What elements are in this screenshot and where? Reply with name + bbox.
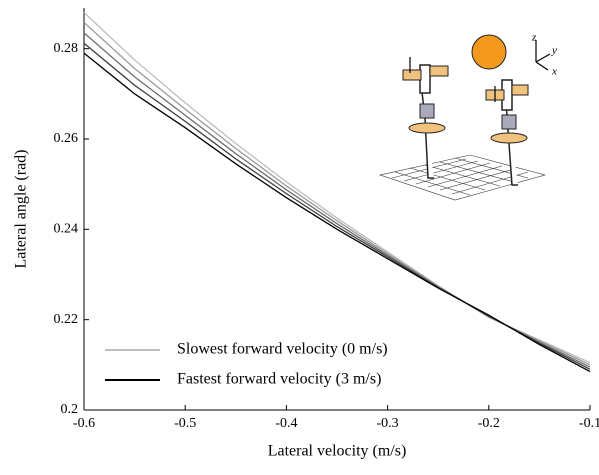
y-tick-label: 0.2 <box>61 402 79 417</box>
series-line <box>83 32 591 368</box>
svg-text:x: x <box>551 66 557 78</box>
y-axis-label: Lateral angle (rad) <box>13 149 30 268</box>
y-tick-label: 0.22 <box>54 312 79 327</box>
legend-label: Fastest forward velocity (3 m/s) <box>177 371 381 388</box>
y-tick-label: 0.24 <box>54 222 79 237</box>
x-tick-label: -0.2 <box>478 416 500 431</box>
series-line <box>83 12 591 364</box>
x-tick-label: -0.1 <box>579 416 599 431</box>
series-line <box>83 52 591 373</box>
x-tick-label: -0.3 <box>377 416 399 431</box>
x-tick-label: -0.5 <box>174 416 196 431</box>
series-line <box>83 21 591 366</box>
svg-text:z: z <box>531 32 537 44</box>
x-axis-label: Lateral velocity (m/s) <box>268 443 407 460</box>
robot-illustration: z yx <box>378 32 557 201</box>
y-tick-label: 0.26 <box>54 131 79 146</box>
y-tick-label: 0.28 <box>54 41 79 56</box>
svg-text:y: y <box>551 45 557 57</box>
x-tick-label: -0.4 <box>275 416 297 431</box>
x-tick-label: -0.6 <box>73 416 95 431</box>
legend-label: Slowest forward velocity (0 m/s) <box>177 341 388 358</box>
